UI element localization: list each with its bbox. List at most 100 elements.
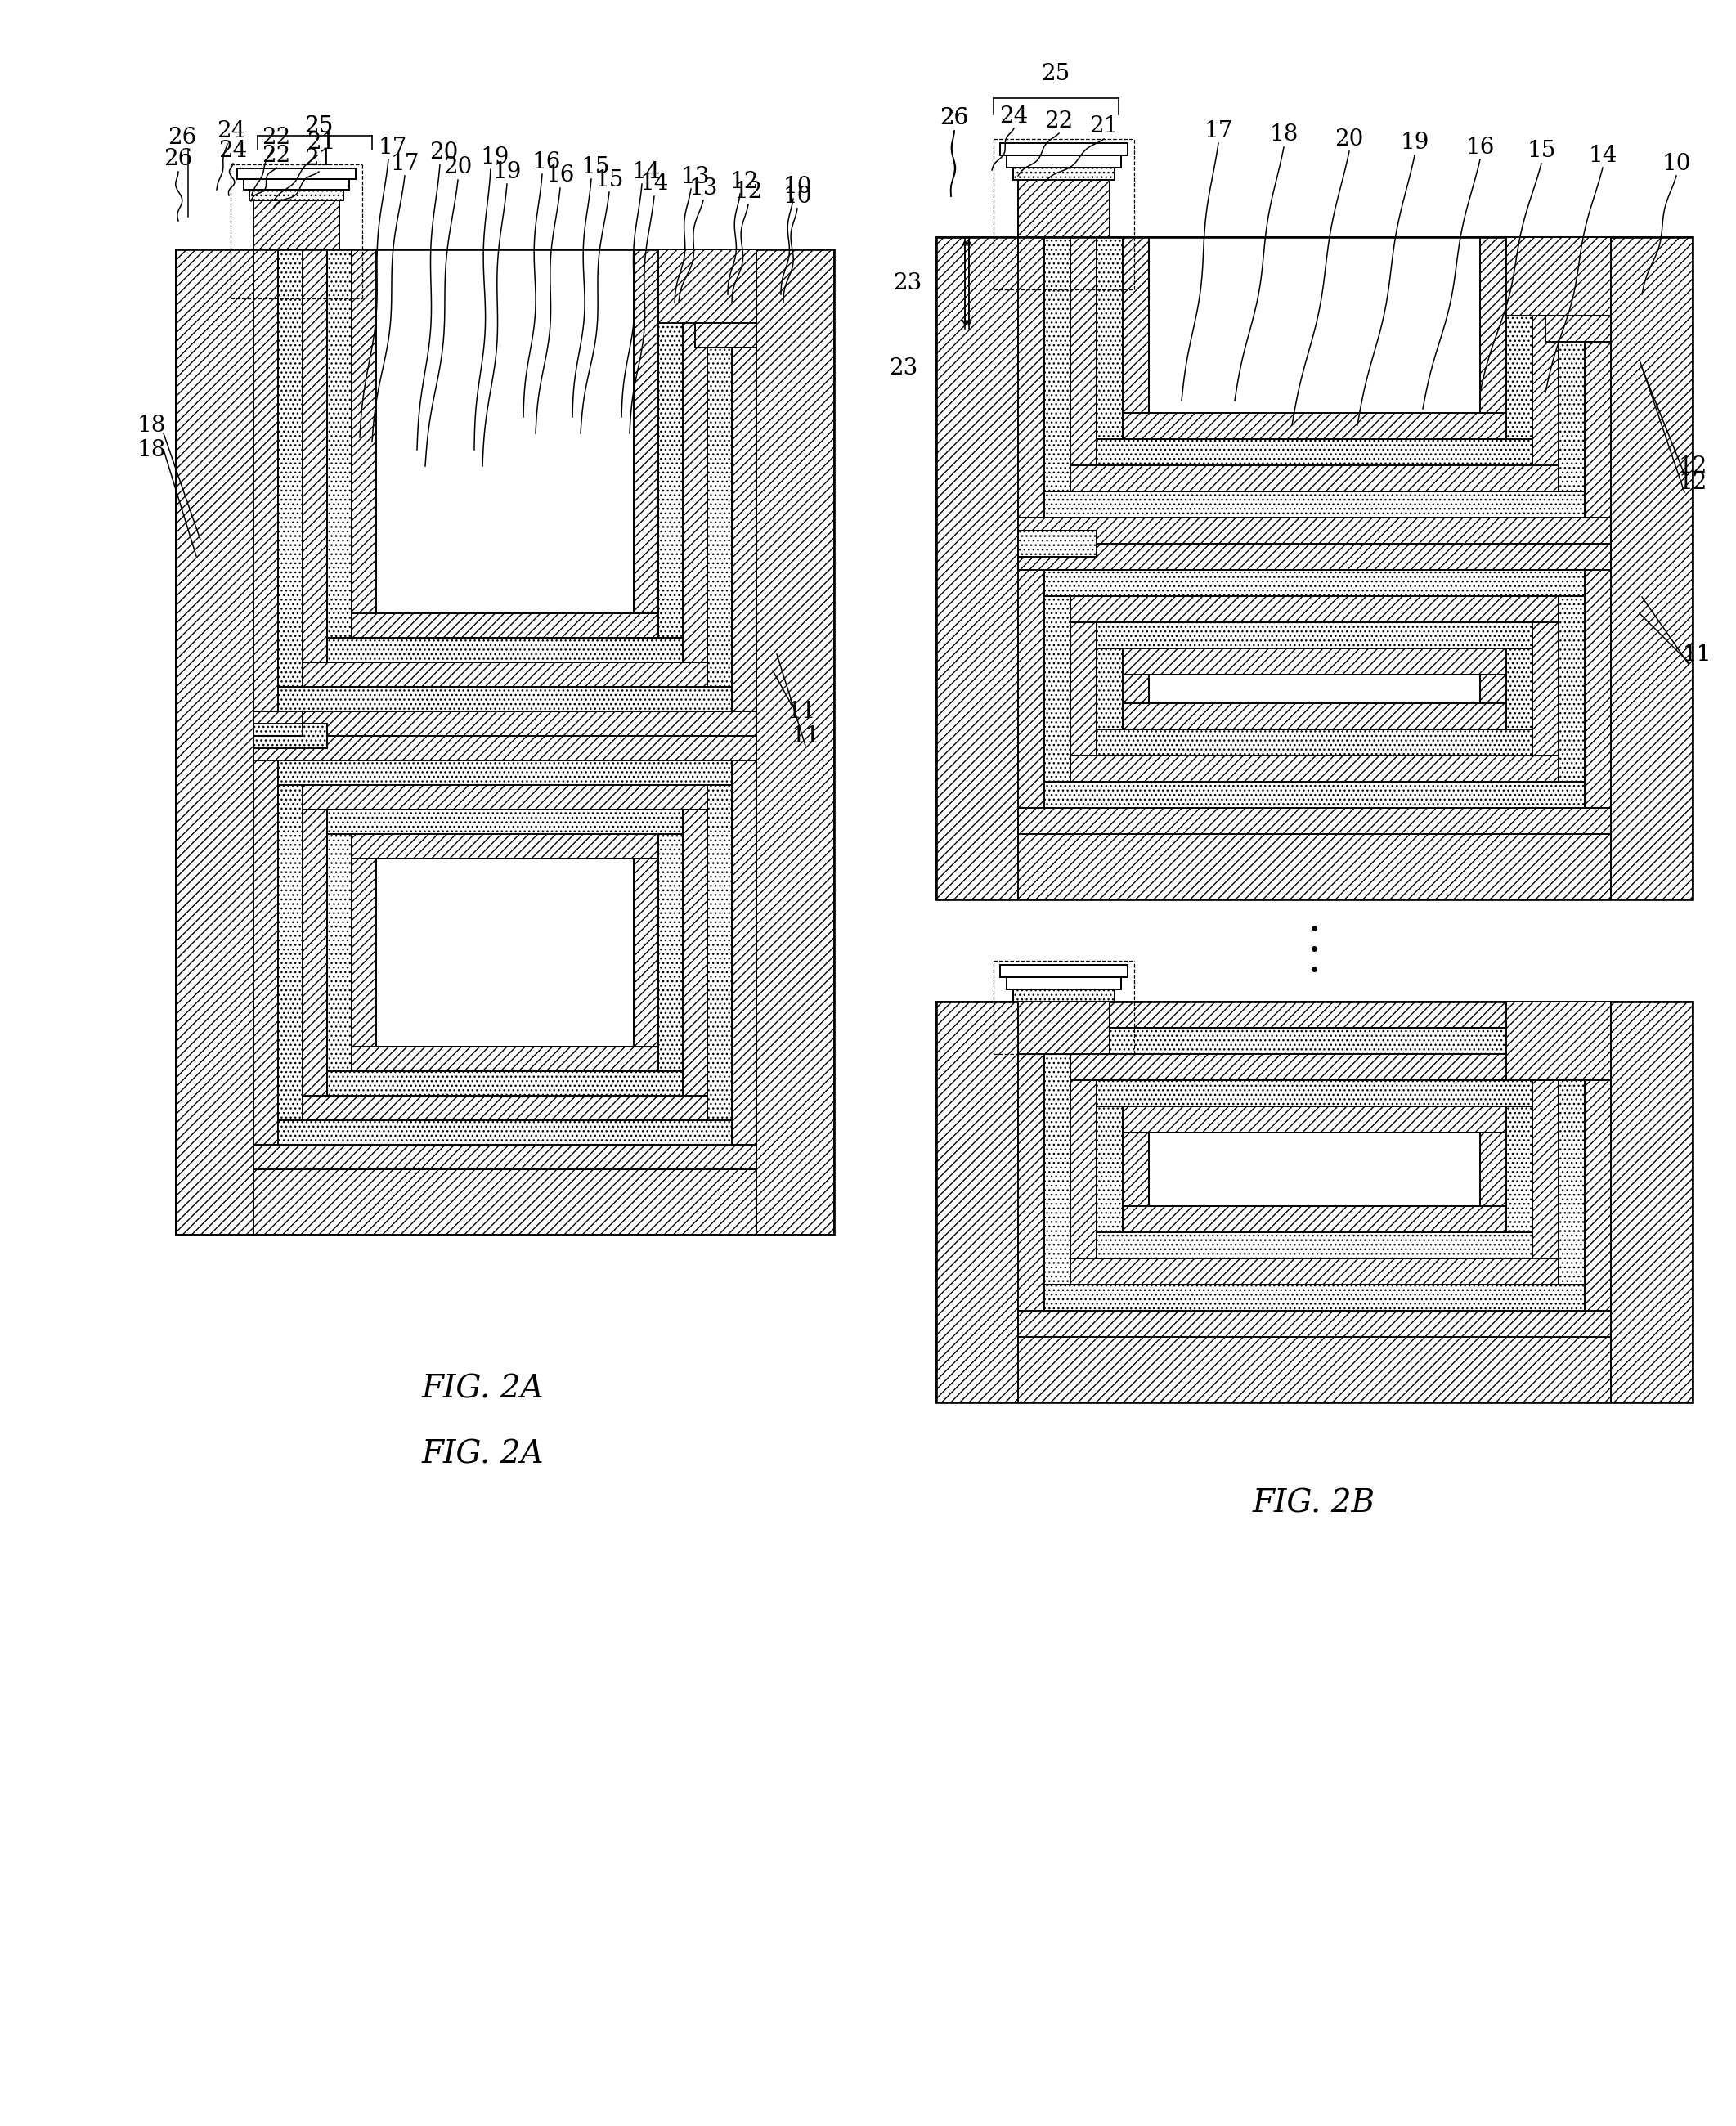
Polygon shape <box>253 761 278 1169</box>
Polygon shape <box>1045 238 1071 491</box>
Text: FIG. 2A: FIG. 2A <box>422 1439 543 1469</box>
Polygon shape <box>352 1046 658 1072</box>
Polygon shape <box>1559 1054 1585 1312</box>
Text: 25: 25 <box>304 115 333 138</box>
Polygon shape <box>1507 238 1533 440</box>
Polygon shape <box>1017 1001 1109 1054</box>
Polygon shape <box>936 238 1017 899</box>
Polygon shape <box>243 179 349 189</box>
Text: 11: 11 <box>792 725 819 746</box>
Text: 12: 12 <box>729 170 759 193</box>
Polygon shape <box>1007 155 1121 168</box>
Polygon shape <box>1123 1133 1149 1233</box>
Text: 10: 10 <box>1661 153 1691 174</box>
Polygon shape <box>1507 648 1533 755</box>
Polygon shape <box>302 784 707 810</box>
Polygon shape <box>326 810 682 833</box>
Polygon shape <box>1585 1027 1611 1337</box>
Polygon shape <box>1097 729 1533 755</box>
Polygon shape <box>1123 704 1507 729</box>
Polygon shape <box>1007 978 1121 989</box>
Polygon shape <box>1045 1027 1585 1054</box>
Polygon shape <box>1507 238 1611 315</box>
Polygon shape <box>278 784 302 1144</box>
Polygon shape <box>326 638 682 663</box>
Text: 12: 12 <box>1679 455 1706 476</box>
Polygon shape <box>658 249 682 638</box>
Polygon shape <box>1045 1284 1585 1312</box>
Polygon shape <box>253 1144 757 1169</box>
Polygon shape <box>1585 238 1611 517</box>
Polygon shape <box>1071 466 1559 491</box>
Polygon shape <box>1545 315 1611 342</box>
Polygon shape <box>1017 808 1611 833</box>
Text: 22: 22 <box>262 125 292 149</box>
Polygon shape <box>352 612 658 638</box>
Polygon shape <box>377 249 634 612</box>
Text: 22: 22 <box>262 145 292 166</box>
Polygon shape <box>1071 238 1097 466</box>
Text: 26: 26 <box>939 108 969 130</box>
Polygon shape <box>1071 1259 1559 1284</box>
Polygon shape <box>1097 238 1123 440</box>
Polygon shape <box>326 249 352 638</box>
Polygon shape <box>1533 1080 1559 1284</box>
Polygon shape <box>1071 1080 1097 1284</box>
Polygon shape <box>1149 674 1481 704</box>
Text: 18: 18 <box>137 438 165 461</box>
Polygon shape <box>707 249 733 687</box>
Polygon shape <box>1481 1133 1507 1233</box>
Polygon shape <box>253 712 757 736</box>
Text: 24: 24 <box>219 140 248 162</box>
Polygon shape <box>1123 1106 1507 1133</box>
Polygon shape <box>253 200 339 249</box>
Polygon shape <box>1017 833 1611 899</box>
Polygon shape <box>1149 238 1481 412</box>
Polygon shape <box>352 249 377 612</box>
Text: 17: 17 <box>378 136 406 157</box>
Polygon shape <box>1507 1001 1611 1080</box>
Polygon shape <box>1097 623 1533 648</box>
Polygon shape <box>1045 491 1585 517</box>
Polygon shape <box>175 249 253 1235</box>
Polygon shape <box>1017 181 1109 238</box>
Text: 21: 21 <box>307 132 335 155</box>
Text: 10: 10 <box>783 176 812 198</box>
Polygon shape <box>1097 1080 1533 1106</box>
Polygon shape <box>1071 1054 1559 1080</box>
Text: 15: 15 <box>1528 140 1555 162</box>
Polygon shape <box>634 249 658 612</box>
Polygon shape <box>302 810 326 1120</box>
Polygon shape <box>1123 238 1149 412</box>
Polygon shape <box>682 249 707 663</box>
Text: 14: 14 <box>639 172 668 196</box>
Polygon shape <box>1097 648 1123 755</box>
Polygon shape <box>278 761 733 784</box>
Polygon shape <box>326 833 352 1095</box>
Polygon shape <box>253 723 326 748</box>
Polygon shape <box>936 1001 1017 1403</box>
Polygon shape <box>250 189 344 200</box>
Polygon shape <box>1559 238 1585 491</box>
Polygon shape <box>352 859 377 1072</box>
Text: 19: 19 <box>481 147 509 168</box>
Polygon shape <box>1123 674 1149 729</box>
Text: 26: 26 <box>939 108 969 130</box>
Polygon shape <box>1017 1001 1611 1027</box>
Polygon shape <box>326 1072 682 1095</box>
Polygon shape <box>634 859 658 1072</box>
Polygon shape <box>352 833 658 859</box>
Text: 17: 17 <box>1203 119 1233 142</box>
Text: 24: 24 <box>217 121 247 142</box>
Polygon shape <box>1071 755 1559 782</box>
Polygon shape <box>757 249 833 1235</box>
Text: 16: 16 <box>545 166 575 187</box>
Polygon shape <box>253 736 757 761</box>
Polygon shape <box>1071 595 1559 623</box>
Text: 12: 12 <box>1679 472 1706 493</box>
Polygon shape <box>278 1120 733 1144</box>
Polygon shape <box>733 761 757 1169</box>
Polygon shape <box>1097 440 1533 466</box>
Text: 19: 19 <box>1401 132 1429 155</box>
Polygon shape <box>253 249 278 712</box>
